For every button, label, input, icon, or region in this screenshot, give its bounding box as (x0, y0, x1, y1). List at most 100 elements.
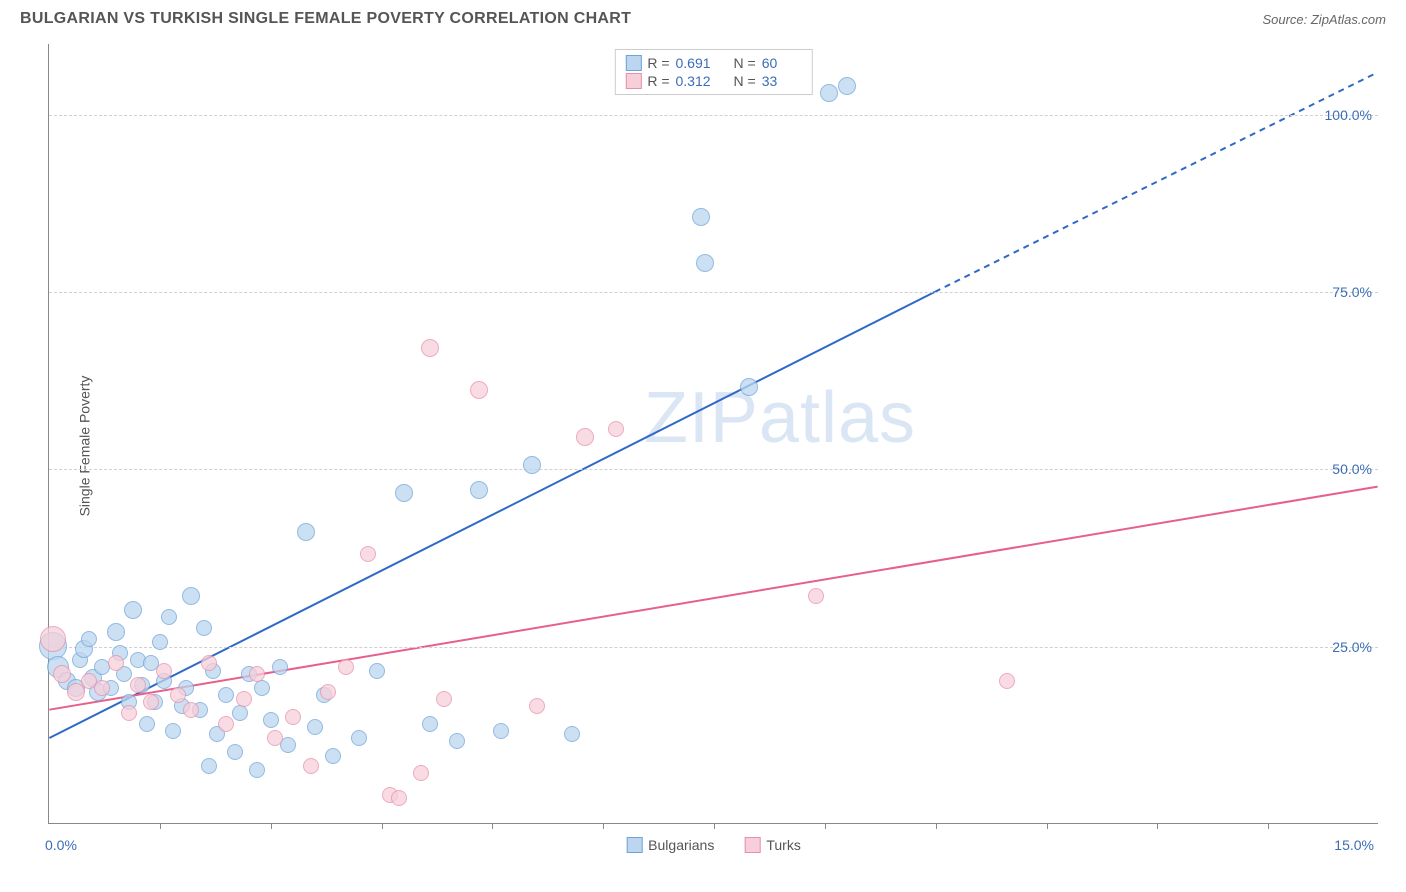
scatter-point (143, 694, 159, 710)
scatter-point (267, 730, 283, 746)
stats-n-value: 60 (762, 55, 802, 71)
scatter-point (564, 726, 580, 742)
scatter-point (108, 655, 124, 671)
y-tick-label: 25.0% (1332, 639, 1372, 655)
scatter-point (249, 666, 265, 682)
scatter-point (391, 790, 407, 806)
scatter-point (529, 698, 545, 714)
scatter-point (272, 659, 288, 675)
stats-n-value: 33 (762, 73, 802, 89)
scatter-point (218, 716, 234, 732)
scatter-point (576, 428, 594, 446)
x-axis-max-label: 15.0% (1334, 837, 1374, 853)
trend-line (49, 292, 935, 738)
scatter-point (320, 684, 336, 700)
scatter-point (232, 705, 248, 721)
scatter-point (249, 762, 265, 778)
scatter-point (999, 673, 1015, 689)
trend-lines-layer (49, 44, 1378, 823)
scatter-point (338, 659, 354, 675)
stats-legend-row: R =0.691N =60 (625, 54, 801, 72)
stats-legend-row: R = 0.312 N = 33 (625, 72, 801, 90)
scatter-point (303, 758, 319, 774)
x-tick (1268, 823, 1269, 829)
x-tick (492, 823, 493, 829)
series-legend: Bulgarians Turks (626, 837, 801, 853)
scatter-point (130, 677, 146, 693)
legend-swatch (626, 837, 642, 853)
series-legend-label: Turks (766, 837, 800, 853)
scatter-point (161, 609, 177, 625)
series-legend-label: Bulgarians (648, 837, 714, 853)
x-tick (714, 823, 715, 829)
source-prefix: Source: (1262, 12, 1310, 27)
scatter-point (285, 709, 301, 725)
x-axis-min-label: 0.0% (45, 837, 77, 853)
scatter-point (218, 687, 234, 703)
scatter-point (421, 339, 439, 357)
scatter-point (182, 587, 200, 605)
chart-title: BULGARIAN VS TURKISH SINGLE FEMALE POVER… (20, 10, 631, 28)
scatter-point (692, 208, 710, 226)
scatter-point (170, 687, 186, 703)
y-tick-label: 50.0% (1332, 461, 1372, 477)
x-tick (160, 823, 161, 829)
scatter-point (124, 601, 142, 619)
x-tick (603, 823, 604, 829)
scatter-point (121, 705, 137, 721)
source-name: ZipAtlas.com (1311, 12, 1386, 27)
y-tick-label: 75.0% (1332, 284, 1372, 300)
gridline-h (49, 469, 1378, 470)
scatter-point (369, 663, 385, 679)
x-tick (382, 823, 383, 829)
scatter-point (838, 77, 856, 95)
stats-r-label: R = (647, 55, 669, 71)
scatter-point (696, 254, 714, 272)
gridline-h (49, 647, 1378, 648)
legend-swatch (625, 73, 641, 89)
scatter-point (449, 733, 465, 749)
scatter-point (436, 691, 452, 707)
scatter-point (139, 716, 155, 732)
scatter-point (351, 730, 367, 746)
scatter-point (395, 484, 413, 502)
y-tick-label: 100.0% (1325, 107, 1372, 123)
scatter-point (413, 765, 429, 781)
stats-r-label: R = (647, 73, 669, 89)
stats-n-label: N = (734, 73, 756, 89)
legend-swatch (744, 837, 760, 853)
scatter-point (470, 481, 488, 499)
scatter-point (152, 634, 168, 650)
stats-r-value: 0.312 (676, 73, 716, 89)
scatter-point (227, 744, 243, 760)
scatter-point (254, 680, 270, 696)
x-tick (1047, 823, 1048, 829)
source-attribution: Source: ZipAtlas.com (1262, 12, 1386, 27)
stats-legend: R = 0.691 N = 60R = 0.312 N = 33 (614, 49, 812, 95)
x-tick (936, 823, 937, 829)
x-tick (825, 823, 826, 829)
scatter-point (196, 620, 212, 636)
scatter-point (523, 456, 541, 474)
scatter-point (40, 626, 66, 652)
scatter-point (263, 712, 279, 728)
scatter-point (183, 702, 199, 718)
chart-plot-area: ZIPatlas R =0.691N =60R =0.312N =33 Bulg… (48, 44, 1378, 824)
gridline-h (49, 115, 1378, 116)
x-tick (1157, 823, 1158, 829)
scatter-point (325, 748, 341, 764)
series-legend-item: Turks (744, 837, 800, 853)
scatter-point (165, 723, 181, 739)
scatter-point (608, 421, 624, 437)
legend-swatch (625, 55, 641, 71)
scatter-point (201, 758, 217, 774)
x-tick (271, 823, 272, 829)
scatter-point (236, 691, 252, 707)
scatter-point (493, 723, 509, 739)
scatter-point (94, 680, 110, 696)
scatter-point (422, 716, 438, 732)
stats-r-value: 0.691 (676, 55, 716, 71)
scatter-point (81, 631, 97, 647)
scatter-point (156, 663, 172, 679)
trend-line-dashed (935, 72, 1378, 292)
